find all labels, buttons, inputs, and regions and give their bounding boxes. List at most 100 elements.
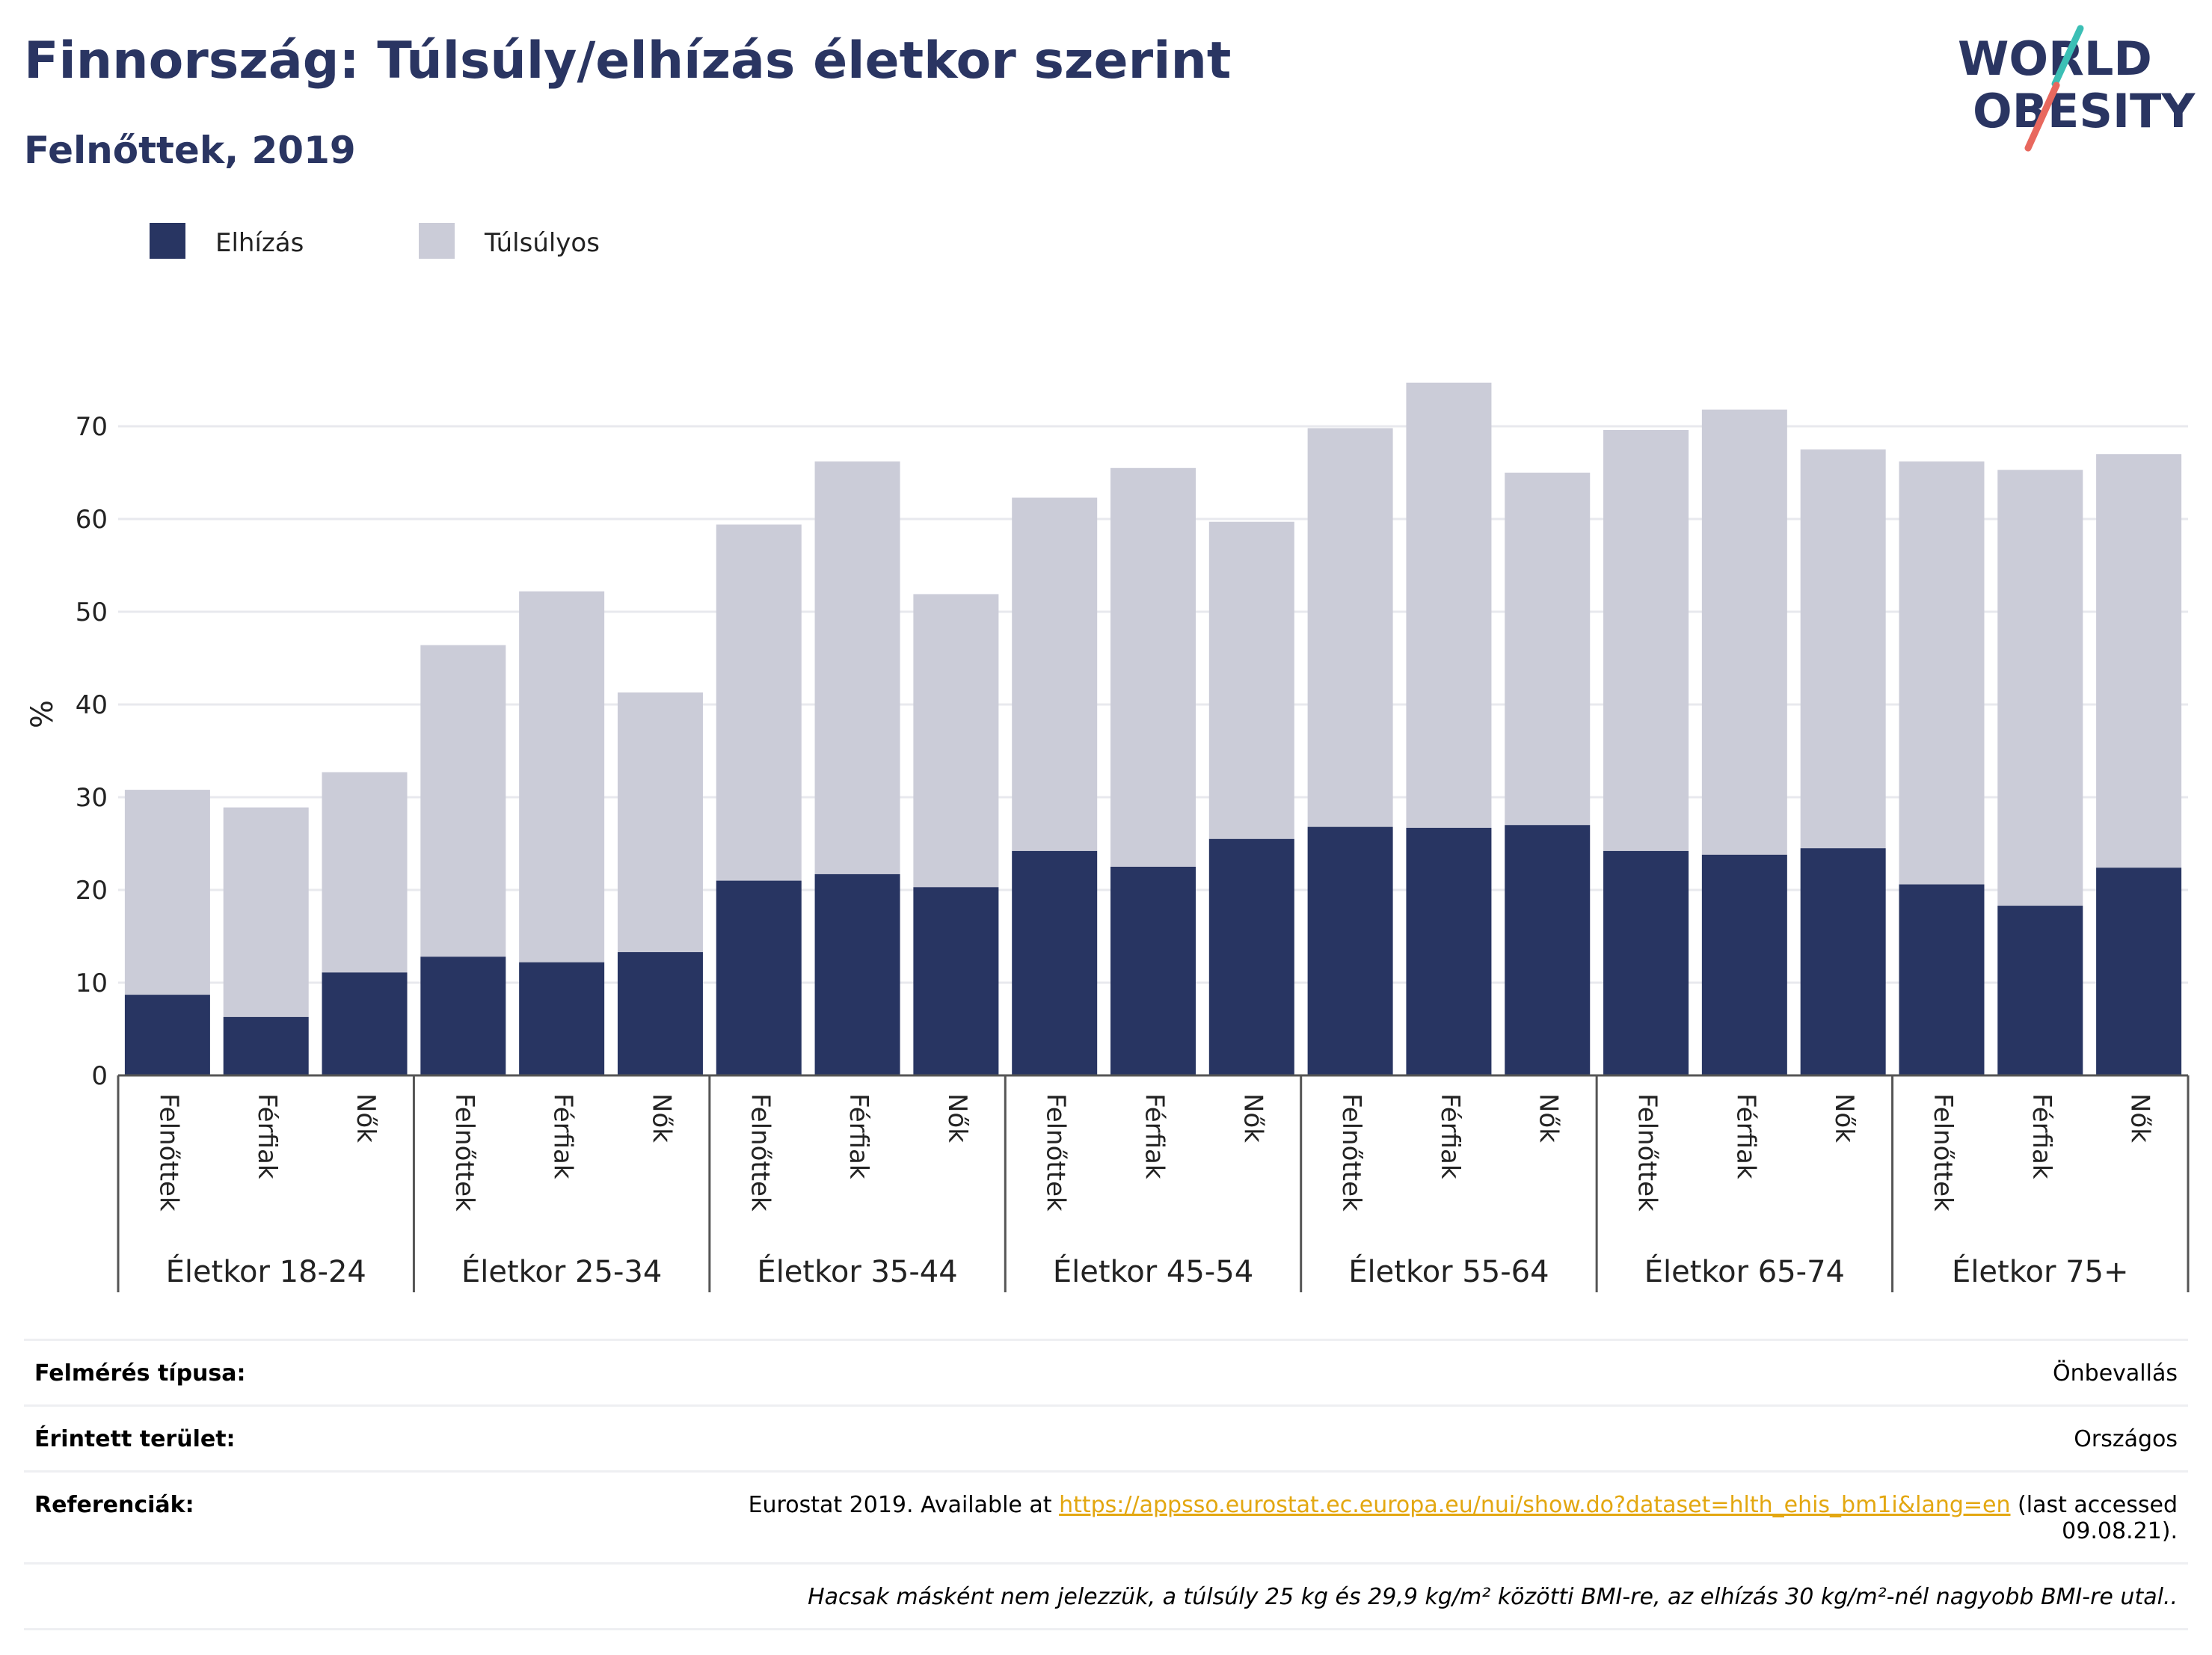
bar-obesity-g5-s0: [1603, 850, 1689, 1075]
y-tick-label-40: 40: [76, 690, 108, 720]
stacked-bar-chart: Elhízás Túlsúlyos 0 10 20 30 40 50 60 70% Felnőtte…: [25, 223, 2190, 1292]
x-sub-label-g5-s2: Nők: [1829, 1093, 1859, 1143]
x-sub-label-g0-s2: Nők: [351, 1093, 381, 1143]
bar-obesity-g0-s0: [124, 995, 210, 1075]
y-tick-label-30: 30: [76, 783, 108, 813]
x-sub-label-g5-s1: Férfiak: [1730, 1093, 1760, 1179]
bar-overweight-g1-s2: [617, 692, 703, 953]
bar-obesity-g2-s2: [913, 887, 999, 1075]
bar-overweight-g2-s2: [913, 594, 999, 888]
info-row-area: Érintett terület: Országos: [24, 1404, 2188, 1470]
x-sub-label-g2-s2: Nők: [942, 1093, 972, 1143]
references-prefix: Eurostat 2019. Available at: [748, 1492, 1060, 1518]
bar-obesity-g4-s0: [1307, 826, 1393, 1075]
info-row-references: Referenciák: Eurostat 2019. Available at…: [24, 1470, 2188, 1562]
area-value: Országos: [2074, 1426, 2178, 1452]
bar-overweight-g0-s0: [124, 790, 210, 995]
x-sub-label-g1-s1: Férfiak: [548, 1093, 578, 1179]
bar-overweight-g4-s0: [1307, 428, 1393, 827]
bar-overweight-g3-s0: [1012, 497, 1098, 851]
survey-type-label: Felmérés típusa:: [34, 1360, 246, 1387]
references-value: Eurostat 2019. Available at https://apps…: [749, 1492, 2178, 1544]
bar-obesity-g4-s2: [1505, 825, 1591, 1075]
bar-overweight-g6-s0: [1899, 461, 1985, 885]
bar-overweight-g6-s2: [2096, 454, 2182, 868]
x-sub-label-g0-s1: Férfiak: [252, 1093, 282, 1179]
x-sub-label-g1-s2: Nők: [646, 1093, 676, 1143]
world-obesity-logo: WORLD OBESITY: [1958, 25, 2196, 152]
bar-overweight-g1-s0: [420, 645, 506, 957]
x-sub-label-g4-s1: Férfiak: [1435, 1093, 1465, 1179]
bar-overweight-g3-s1: [1110, 467, 1196, 867]
references-date: 09.08.21).: [2062, 1518, 2178, 1544]
x-sub-label-g6-s0: Felnőttek: [1928, 1093, 1958, 1212]
x-group-label-5: Életkor 65-74: [1644, 1253, 1845, 1289]
y-tick-label-50: 50: [76, 598, 108, 627]
bar-overweight-g2-s0: [716, 524, 802, 881]
x-group-label-0: Életkor 18-24: [166, 1253, 366, 1289]
bar-overweight-g4-s1: [1406, 382, 1492, 828]
x-group-label-1: Életkor 25-34: [461, 1253, 662, 1289]
references-suffix: (last accessed: [2010, 1492, 2178, 1518]
bar-overweight-g4-s2: [1505, 473, 1591, 826]
bar-overweight-g5-s1: [1701, 409, 1787, 855]
y-tick-label-20: 20: [76, 876, 108, 906]
x-group-label-6: Életkor 75+: [1952, 1253, 2128, 1289]
bar-overweight-g0-s1: [223, 807, 309, 1017]
legend-swatch-1: [419, 223, 455, 259]
x-sub-label-g6-s1: Férfiak: [2027, 1093, 2056, 1179]
bar-obesity-g0-s2: [322, 972, 408, 1075]
x-sub-label-g3-s1: Férfiak: [1140, 1093, 1170, 1179]
legend-swatch-0: [150, 223, 185, 259]
bar-obesity-g5-s2: [1800, 848, 1886, 1075]
bar-obesity-g5-s1: [1701, 854, 1787, 1075]
bar-overweight-g5-s0: [1603, 429, 1689, 851]
x-sub-label-g0-s0: Felnőttek: [153, 1093, 183, 1212]
x-sub-label-g1-s0: Felnőttek: [449, 1093, 479, 1212]
info-row-survey-type: Felmérés típusa: Önbevallás: [24, 1339, 2188, 1404]
bar-overweight-g3-s2: [1208, 521, 1294, 839]
logo-line2: OBESITY: [1973, 84, 2196, 138]
x-sub-label-g2-s1: Férfiak: [844, 1093, 873, 1179]
x-sub-label-g3-s2: Nők: [1238, 1093, 1268, 1143]
bar-obesity-g4-s1: [1406, 827, 1492, 1075]
legend-label-0: Elhízás: [215, 228, 304, 258]
logo-slash-red: [2024, 82, 2060, 152]
x-sub-label-g4-s2: Nők: [1534, 1093, 1564, 1143]
y-tick-label-60: 60: [76, 505, 108, 535]
bar-obesity-g3-s1: [1110, 867, 1196, 1075]
references-link[interactable]: https://appsso.eurostat.ec.europa.eu/nui…: [1059, 1492, 2011, 1518]
bar-obesity-g1-s2: [617, 952, 703, 1075]
bar-overweight-g6-s1: [1997, 470, 2083, 906]
y-tick-label-70: 70: [76, 412, 108, 442]
bar-overweight-g0-s2: [322, 772, 408, 973]
bar-obesity-g0-s1: [223, 1016, 309, 1075]
x-sub-label-g6-s2: Nők: [2125, 1093, 2155, 1143]
page-subtitle: Felnőttek, 2019: [24, 129, 356, 172]
bar-obesity-g3-s2: [1208, 838, 1294, 1075]
bar-obesity-g6-s2: [2096, 868, 2182, 1075]
bmi-note: Hacsak másként nem jelezzük, a túlsúly 2…: [808, 1584, 2178, 1610]
bar-obesity-g6-s0: [1899, 884, 1985, 1075]
x-group-label-3: Életkor 45-54: [1053, 1253, 1253, 1289]
bar-obesity-g1-s1: [519, 962, 605, 1075]
bar-obesity-g2-s1: [814, 873, 900, 1075]
bar-obesity-g2-s0: [716, 880, 802, 1075]
x-sub-label-g5-s0: Felnőttek: [1632, 1093, 1662, 1212]
bar-overweight-g2-s1: [814, 461, 900, 874]
x-sub-label-g3-s0: Felnőttek: [1041, 1093, 1071, 1212]
x-sub-label-g2-s0: Felnőttek: [745, 1093, 775, 1212]
bar-obesity-g3-s0: [1012, 850, 1098, 1075]
info-row-note: Hacsak másként nem jelezzük, a túlsúly 2…: [24, 1562, 2188, 1630]
legend-label-1: Túlsúlyos: [484, 228, 600, 258]
bar-obesity-g1-s0: [420, 957, 506, 1075]
page-title: Finnország: Túlsúly/elhízás életkor szer…: [24, 31, 1232, 90]
references-label: Referenciák:: [34, 1492, 194, 1518]
bar-overweight-g5-s2: [1800, 449, 1886, 849]
x-group-label-4: Életkor 55-64: [1348, 1253, 1549, 1289]
x-sub-label-g4-s0: Felnőttek: [1336, 1093, 1366, 1212]
area-label: Érintett terület:: [34, 1426, 236, 1452]
info-table: Felmérés típusa: Önbevallás Érintett ter…: [24, 1339, 2188, 1630]
y-tick-label-10: 10: [76, 968, 108, 998]
x-group-label-2: Életkor 35-44: [757, 1253, 957, 1289]
